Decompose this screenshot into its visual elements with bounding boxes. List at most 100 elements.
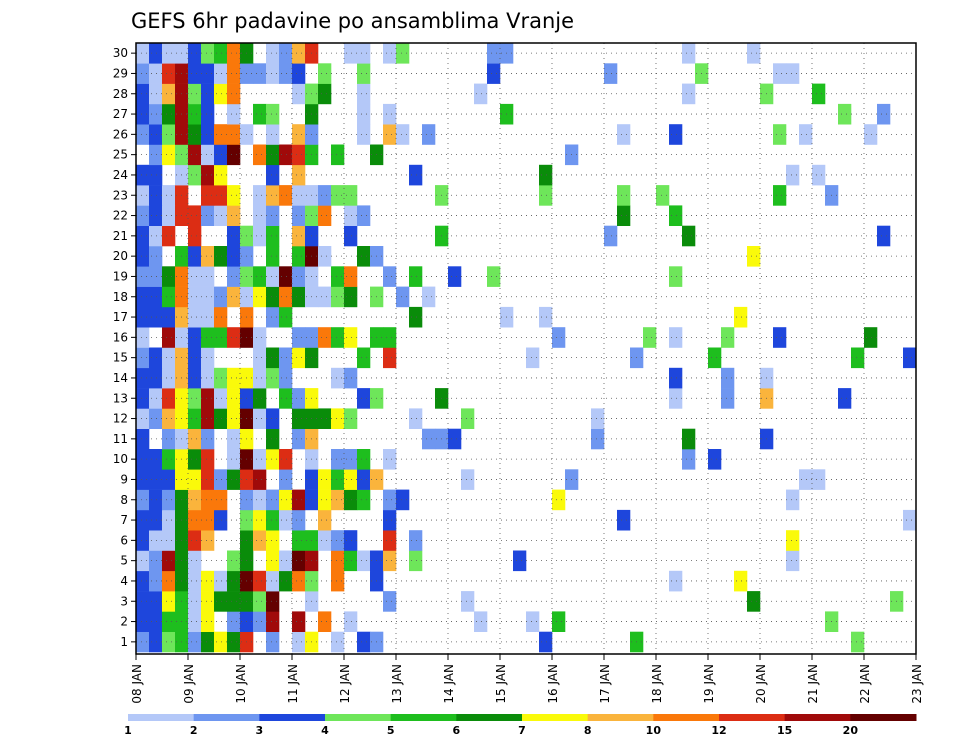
heatmap-cell (136, 246, 150, 267)
heatmap-cell (292, 63, 306, 84)
heatmap-cell (136, 631, 150, 653)
heatmap-cell (149, 286, 163, 308)
heatmap-cell (331, 286, 345, 308)
heatmap-cell (422, 428, 436, 450)
heatmap-cell (292, 388, 306, 409)
heatmap-cell (136, 43, 150, 64)
heatmap-cell (149, 306, 163, 328)
heatmap-cell (227, 185, 241, 206)
heatmap-cell (331, 408, 345, 429)
heatmap-cell (396, 489, 410, 511)
heatmap-cell (279, 286, 293, 308)
colorbar-label: 20 (843, 724, 859, 737)
heatmap-cell (201, 449, 215, 470)
heatmap-cell (357, 63, 371, 84)
heatmap-cell (318, 185, 332, 206)
y-axis-ticks: 1234567891011121314151617181920212223242… (113, 46, 136, 649)
heatmap-cell (318, 408, 332, 429)
heatmap-cell (331, 327, 345, 348)
heatmap-cell (188, 306, 202, 328)
heatmap-cell (617, 185, 631, 206)
heatmap-cell (487, 266, 501, 287)
heatmap-cell (682, 449, 696, 470)
heatmap-cell (279, 43, 293, 64)
colorbar-label: 4 (321, 724, 329, 737)
heatmap-cell (266, 449, 280, 470)
heatmap-cell (266, 550, 280, 572)
x-tick-label: 22 JAN (858, 664, 872, 704)
heatmap-cell (539, 164, 553, 186)
heatmap-cell (422, 124, 436, 145)
y-tick-label: 23 (113, 188, 128, 202)
heatmap-cell (214, 367, 228, 389)
heatmap-cell (201, 530, 215, 551)
colorbar-segment (653, 714, 720, 721)
heatmap-cell (227, 388, 241, 409)
heatmap-cell (344, 266, 358, 287)
heatmap-cell (877, 103, 891, 125)
heatmap-cell (318, 246, 332, 267)
heatmap-cell (786, 489, 800, 511)
heatmap-cell (201, 164, 215, 186)
heatmap-cell (201, 388, 215, 409)
heatmap-cell (721, 327, 735, 348)
heatmap-cell (851, 347, 865, 369)
y-tick-label: 19 (113, 269, 128, 283)
heatmap-cell (383, 489, 397, 511)
heatmap-cell (188, 509, 202, 531)
heatmap-cell (214, 469, 228, 490)
heatmap-cell (227, 449, 241, 470)
heatmap-cell (292, 286, 306, 308)
heatmap-cell (149, 103, 163, 125)
heatmap-cell (344, 408, 358, 429)
heatmap-cell (188, 449, 202, 470)
heatmap-cell (253, 611, 267, 632)
heatmap-cell (266, 43, 280, 64)
heatmap-cell (266, 266, 280, 287)
heatmap-cell (773, 327, 787, 348)
heatmap-cell (266, 489, 280, 511)
x-tick-label: 19 JAN (702, 664, 716, 704)
x-tick-label: 12 JAN (338, 664, 352, 704)
heatmap-cell (162, 570, 176, 592)
y-tick-label: 21 (113, 229, 128, 243)
heatmap-cell (201, 83, 215, 105)
y-tick-label: 22 (113, 209, 128, 223)
heatmap-cell (136, 509, 150, 531)
heatmap-cell (136, 266, 150, 287)
heatmap-cell (188, 591, 202, 612)
heatmap-cell (188, 286, 202, 308)
heatmap-cell (266, 225, 280, 247)
heatmap-cell (318, 205, 332, 226)
heatmap-cell (253, 591, 267, 612)
heatmap-cell (552, 489, 566, 511)
heatmap-cell (214, 124, 228, 145)
heatmap-cell (266, 164, 280, 186)
colorbar-label: 8 (584, 724, 592, 737)
heatmap-cell (279, 550, 293, 572)
heatmap-cell (149, 124, 163, 145)
heatmap-cell (292, 509, 306, 531)
heatmap-cell (253, 530, 267, 551)
x-tick-label: 13 JAN (390, 664, 404, 704)
heatmap-cell (201, 347, 215, 369)
heatmap-cell (331, 550, 345, 572)
heatmap-cell (201, 266, 215, 287)
heatmap-cell (227, 591, 241, 612)
heatmap-cell (344, 367, 358, 389)
heatmap-cell (617, 509, 631, 531)
y-tick-label: 28 (113, 87, 128, 101)
heatmap-cell (162, 428, 176, 450)
y-tick-label: 2 (120, 615, 128, 629)
heatmap-cell (344, 489, 358, 511)
heatmap-cell (136, 591, 150, 612)
heatmap-cell (214, 570, 228, 592)
heatmap-cell (253, 489, 267, 511)
heatmap-cell (357, 124, 371, 145)
heatmap-cell (149, 347, 163, 369)
heatmap-cell (682, 428, 696, 450)
heatmap-cell (292, 489, 306, 511)
heatmap-cell (201, 63, 215, 84)
heatmap-cell (292, 266, 306, 287)
heatmap-cell (604, 63, 618, 84)
